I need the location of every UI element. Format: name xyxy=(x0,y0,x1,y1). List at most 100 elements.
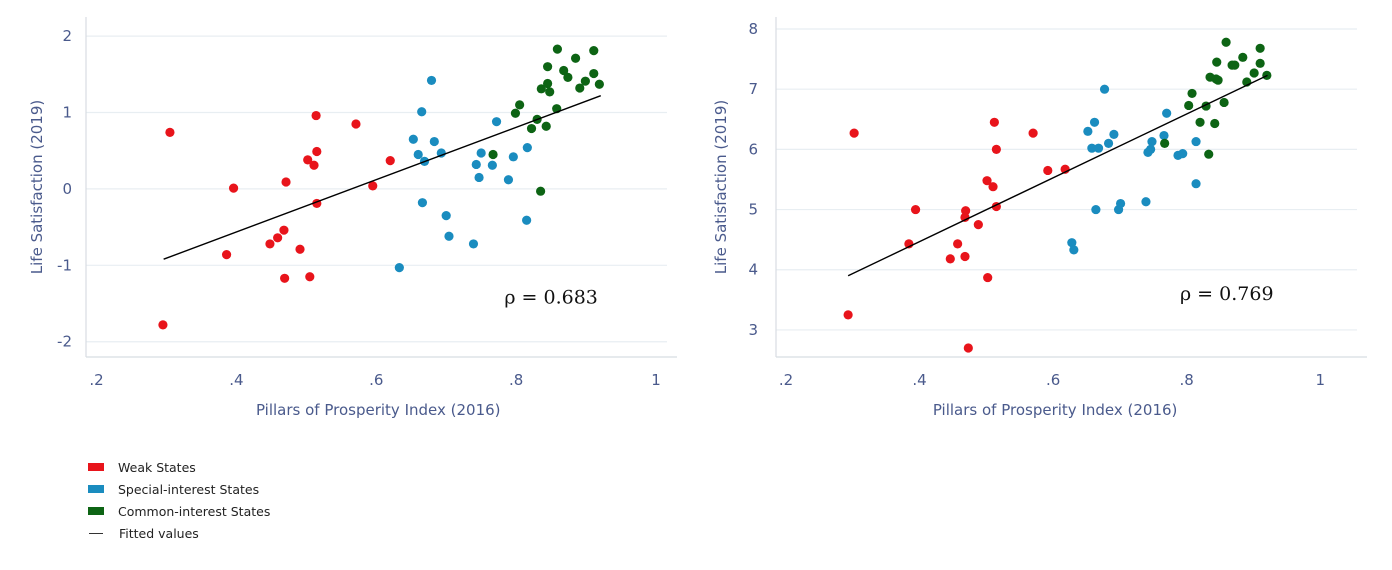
data-point-special xyxy=(1162,108,1172,118)
legend-swatch-special xyxy=(88,485,104,493)
legend-item-weak-states: Weak States xyxy=(88,456,270,478)
x-tick-label: 1 xyxy=(651,371,661,389)
x-tick-label: .2 xyxy=(89,371,103,389)
data-point-special xyxy=(491,117,502,127)
data-point-common xyxy=(536,84,546,94)
data-point-common xyxy=(552,44,563,54)
data-point-special xyxy=(394,263,404,273)
x-axis-title: Pillars of Prosperity Index (2016) xyxy=(256,401,501,419)
data-point-common xyxy=(515,100,525,110)
data-point-special xyxy=(1083,126,1093,136)
data-point-common xyxy=(559,65,569,76)
data-point-weak xyxy=(960,251,970,262)
x-tick-label: .4 xyxy=(229,371,243,389)
x-axis-title: Pillars of Prosperity Index (2016) xyxy=(933,401,1178,419)
scatter-plot-right: 3 4 5 6 7 8 .2 .4 .6 .8 1 Pillars of Prosperity Ind… xyxy=(712,17,1367,419)
data-point-weak xyxy=(991,144,1001,154)
data-point-weak xyxy=(910,204,921,215)
y-tick-label: 7 xyxy=(748,80,758,98)
data-point-special xyxy=(1178,149,1188,159)
y-tick-label: 4 xyxy=(748,261,758,279)
data-point-common xyxy=(1219,97,1229,108)
data-point-common xyxy=(1255,43,1265,53)
legend-item-fitted-values: Fitted values xyxy=(88,522,270,544)
data-point-common xyxy=(589,46,599,56)
correlation-annotation: ρ = 0.769 xyxy=(1180,283,1274,305)
data-point-special xyxy=(413,149,423,160)
data-point-common xyxy=(1212,57,1222,67)
y-tick-label: 2 xyxy=(62,27,72,45)
legend: Weak States Special-interest States Comm… xyxy=(88,456,270,544)
data-point-special xyxy=(1159,130,1169,141)
data-point-special xyxy=(476,148,486,158)
legend-item-special-interest-states: Special-interest States xyxy=(88,478,270,500)
data-point-special xyxy=(471,159,481,170)
data-point-special xyxy=(508,152,518,162)
data-point-special xyxy=(522,143,532,153)
data-point-weak xyxy=(279,225,289,235)
data-point-special xyxy=(487,160,497,170)
y-tick-label: 5 xyxy=(748,201,758,219)
x-tick-label: .6 xyxy=(1046,371,1060,389)
data-point-special xyxy=(1093,143,1104,153)
chart-right-life-satisfaction-score: 3 4 5 6 7 8 .2 .4 .6 .8 1 Pillars of Prosperity Ind… xyxy=(690,0,1392,440)
data-point-special xyxy=(1141,197,1151,207)
data-point-weak xyxy=(228,183,239,193)
data-point-weak xyxy=(973,220,983,230)
data-point-common xyxy=(1204,149,1214,159)
y-axis-title: Life Satisfaction (2019) xyxy=(712,100,730,274)
data-point-weak xyxy=(280,273,290,283)
legend-label: Weak States xyxy=(118,459,196,475)
series-weak xyxy=(843,117,1070,353)
y-tick-label: 1 xyxy=(62,104,72,122)
data-point-special xyxy=(522,215,532,225)
data-point-special xyxy=(1099,84,1110,94)
data-point-weak xyxy=(385,156,395,166)
data-point-common xyxy=(1210,118,1220,129)
data-point-special xyxy=(436,148,446,158)
data-point-common xyxy=(541,121,551,131)
data-point-common xyxy=(563,72,573,82)
data-point-common xyxy=(1221,37,1231,47)
data-point-special xyxy=(429,136,439,147)
x-tick-label: .6 xyxy=(369,371,383,389)
data-point-weak xyxy=(849,128,859,138)
data-point-special xyxy=(1191,136,1201,147)
data-point-weak xyxy=(843,310,853,320)
y-tick-label: -1 xyxy=(57,256,72,274)
data-point-weak xyxy=(303,155,313,165)
legend-line-fit xyxy=(89,532,103,534)
y-tick-label: 8 xyxy=(748,20,758,38)
data-point-weak xyxy=(165,127,175,137)
data-point-weak xyxy=(1043,165,1053,176)
legend-swatch-common xyxy=(88,507,104,515)
fitted-line xyxy=(847,74,1268,277)
data-point-weak xyxy=(158,320,168,330)
data-point-special xyxy=(1109,129,1119,139)
data-point-weak xyxy=(309,160,319,170)
data-point-weak xyxy=(281,177,291,187)
fitted-line xyxy=(163,95,602,260)
data-point-weak xyxy=(368,181,378,191)
data-point-weak xyxy=(953,239,963,249)
series-common xyxy=(488,44,604,196)
y-tick-label: 6 xyxy=(748,140,758,158)
legend-swatch-weak xyxy=(88,463,104,471)
data-point-common xyxy=(1238,52,1248,62)
data-point-special xyxy=(1103,138,1114,148)
data-point-weak xyxy=(351,119,361,129)
data-point-weak xyxy=(265,239,275,249)
data-point-special xyxy=(1115,198,1126,209)
chart-left-life-satisfaction-index: -2 -1 0 1 2 .2 .4 .6 .8 1 Pillars of Prosperity In… xyxy=(0,0,700,440)
data-point-common xyxy=(510,108,521,118)
data-point-weak xyxy=(305,272,315,282)
data-point-special xyxy=(1191,179,1201,189)
data-point-weak xyxy=(960,212,970,222)
data-point-special xyxy=(1067,238,1077,248)
y-tick-label: 0 xyxy=(62,180,72,198)
scatter-plot-left: -2 -1 0 1 2 .2 .4 .6 .8 1 Pillars of Prosperity In… xyxy=(28,17,677,419)
data-point-common xyxy=(1213,75,1223,85)
data-point-common xyxy=(1230,60,1240,70)
data-point-weak xyxy=(983,272,993,283)
series-special xyxy=(1067,84,1201,255)
